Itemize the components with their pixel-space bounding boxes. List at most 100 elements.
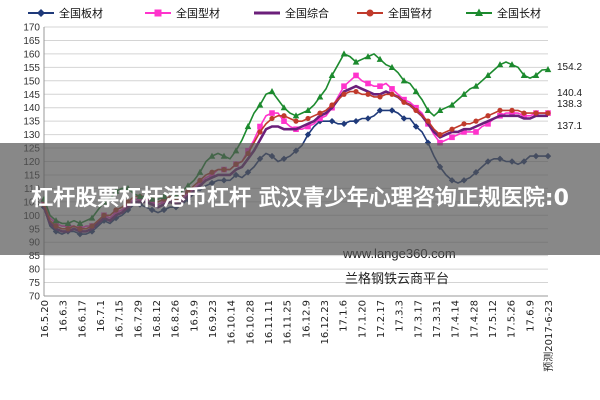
x-tick-label: 17.1.6 bbox=[339, 300, 350, 332]
series-point bbox=[293, 118, 299, 124]
series-point bbox=[509, 110, 515, 116]
series-point bbox=[389, 86, 395, 92]
series-point bbox=[473, 129, 479, 135]
series-point bbox=[316, 93, 324, 100]
legend-marker bbox=[37, 9, 45, 17]
series-point bbox=[364, 53, 372, 60]
series-point bbox=[341, 91, 347, 97]
series-point bbox=[448, 101, 456, 108]
series-point bbox=[461, 129, 467, 135]
series-point bbox=[413, 107, 419, 113]
series-point bbox=[400, 115, 408, 122]
series-point bbox=[544, 66, 552, 73]
y-tick-label: 150 bbox=[23, 76, 40, 87]
series-point bbox=[509, 107, 515, 113]
series-point bbox=[317, 110, 323, 116]
x-tick-label: 17.3.3 bbox=[395, 300, 406, 332]
overlay-banner: 杠杆股票杠杆港币杠杆 武汉青少年心理咨询正规医院:0 bbox=[0, 143, 600, 255]
series-point bbox=[364, 115, 372, 122]
series-point bbox=[328, 71, 336, 79]
series-point bbox=[461, 121, 467, 127]
x-tick-label: 16.12.23 bbox=[320, 300, 331, 345]
y-tick-label: 140 bbox=[23, 103, 40, 114]
y-tick-label: 160 bbox=[23, 49, 40, 60]
x-tick-label: 16.5.20 bbox=[40, 300, 51, 338]
y-tick-label: 85 bbox=[29, 251, 41, 262]
x-tick-label: 16.6.17 bbox=[77, 300, 88, 338]
legend-label: 全国长材 bbox=[497, 6, 541, 20]
series-point bbox=[485, 113, 491, 119]
end-label: 138.3 bbox=[557, 99, 582, 110]
x-tick-label: 17.1.20 bbox=[357, 300, 368, 338]
x-tick-label: 16.10.14 bbox=[227, 300, 238, 345]
end-label: 137.1 bbox=[557, 121, 582, 132]
series-point bbox=[305, 123, 311, 130]
series-point bbox=[257, 129, 263, 135]
x-tick-label: 17.4.28 bbox=[469, 300, 480, 338]
series-point bbox=[329, 102, 335, 108]
x-tick-label: 16.7.1 bbox=[96, 300, 107, 332]
series-point bbox=[533, 110, 539, 116]
series-point bbox=[280, 104, 288, 111]
legend-label: 全国型材 bbox=[176, 6, 220, 20]
y-tick-label: 80 bbox=[29, 265, 41, 276]
end-label: 140.4 bbox=[557, 88, 582, 99]
x-tick-label: 17.5.12 bbox=[488, 300, 499, 338]
x-tick-label: 17.4.14 bbox=[451, 300, 462, 338]
series-point bbox=[328, 117, 336, 125]
series-point bbox=[521, 110, 527, 116]
x-tick-label: 16.10.28 bbox=[245, 300, 256, 345]
legend-item: 全国板材 bbox=[28, 6, 103, 20]
y-tick-label: 155 bbox=[23, 63, 40, 74]
series-point bbox=[521, 112, 527, 119]
x-tick-label: 17.2.17 bbox=[376, 300, 387, 338]
x-tick-label: 16.11.11 bbox=[264, 300, 275, 345]
series-point bbox=[413, 104, 419, 111]
series-point bbox=[340, 120, 348, 128]
series-point bbox=[377, 94, 383, 100]
series-point bbox=[256, 101, 264, 108]
series-point bbox=[508, 61, 516, 68]
series-point bbox=[257, 123, 263, 130]
legend-marker bbox=[366, 9, 374, 17]
legend-marker bbox=[475, 8, 483, 16]
x-tick-label: 17.6.9 bbox=[525, 300, 536, 332]
series-point bbox=[437, 139, 443, 146]
x-tick-label: 16.7.29 bbox=[133, 300, 144, 338]
x-tick-label: 17.5.26 bbox=[507, 300, 518, 338]
legend-label: 全国板材 bbox=[59, 6, 103, 20]
legend-marker bbox=[154, 9, 162, 17]
x-tick-label: 16.6.3 bbox=[59, 300, 70, 332]
series-point bbox=[376, 107, 384, 114]
watermark-platform: 兰格钢铁云商平台 bbox=[345, 271, 449, 287]
series-point bbox=[281, 113, 287, 119]
series-point bbox=[269, 115, 275, 122]
series-point bbox=[400, 77, 408, 84]
series-point bbox=[269, 110, 275, 116]
series-point bbox=[412, 88, 420, 95]
legend-item: 全国长材 bbox=[466, 6, 541, 20]
series-point bbox=[388, 107, 396, 114]
x-tick-label: 17.3.31 bbox=[432, 300, 443, 338]
series-point bbox=[292, 112, 300, 119]
series-point bbox=[412, 123, 420, 130]
y-tick-label: 70 bbox=[29, 292, 41, 303]
series-point bbox=[365, 91, 371, 97]
series-point bbox=[377, 83, 383, 89]
series-point bbox=[376, 55, 384, 62]
series-point bbox=[532, 71, 540, 79]
series-point bbox=[424, 106, 432, 113]
series-point bbox=[352, 58, 360, 65]
x-tick-label: 16.7.15 bbox=[115, 300, 126, 338]
end-label: 154.2 bbox=[557, 62, 582, 73]
series-point bbox=[281, 118, 287, 124]
y-tick-label: 75 bbox=[29, 278, 41, 289]
series-point bbox=[497, 107, 503, 113]
series-point bbox=[304, 106, 312, 113]
series-point bbox=[449, 134, 455, 141]
x-tick-label: 16.9.9 bbox=[189, 300, 200, 332]
legend-label: 全国管材 bbox=[388, 6, 432, 20]
series-point bbox=[473, 118, 479, 124]
legend-item: 全国管材 bbox=[357, 6, 432, 20]
